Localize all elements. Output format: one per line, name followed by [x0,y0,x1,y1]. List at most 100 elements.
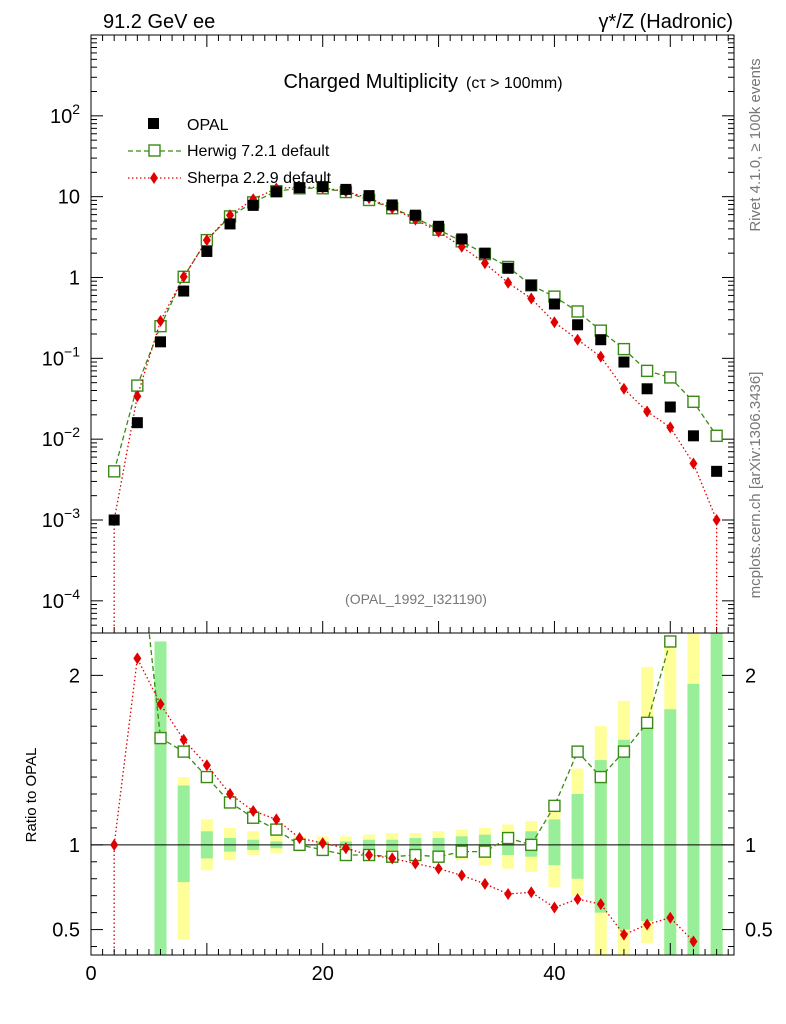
y-tick-label: 10−4 [42,586,80,613]
opal-point [317,181,329,193]
legend-sherpa-label: Sherpa 2.2.9 default [187,170,332,187]
x-tick-label: 20 [312,963,334,985]
herwig-ratio-point [154,731,167,745]
herwig-point [687,395,700,408]
sherpa-ratio-point [133,652,142,665]
sherpa-point [504,276,513,289]
green-band [548,819,561,866]
herwig-ratio-point [640,716,654,730]
herwig-point [710,429,723,443]
green-band [617,739,630,930]
sherpa-ratio-point [666,911,675,924]
mcplots-label: mcplots.cern.ch [arXiv:1306.3436] [747,372,764,599]
ratio-ticks [90,640,734,955]
y-tick-label: 10−1 [42,343,80,370]
legend-herwig-label: Herwig 7.2.1 default [187,143,330,160]
legend-opal-marker [148,118,159,129]
herwig-ratio-point [132,517,143,528]
sherpa-point [596,350,605,363]
sherpa-ratio-point [689,935,698,948]
herwig-point [664,371,677,384]
opal-point [108,514,120,526]
herwig-point [640,364,654,378]
herwig-ratio-point [594,770,607,784]
opal-point [572,319,584,331]
opal-point [687,430,699,442]
chart-title: Charged Multiplicity [283,71,458,93]
sherpa-ratio-point [226,788,235,800]
y-tick-label: 10−3 [42,505,80,532]
chart-title-suffix: (cτ > 100mm) [466,75,563,92]
sherpa-point [179,270,188,283]
legend-opal-label: OPAL [187,117,229,134]
opal-point [618,356,630,368]
opal-point [502,262,514,274]
opal-point [224,218,236,230]
opal-point [270,186,282,198]
sherpa-ratio-point [388,852,397,865]
opal-point [548,298,560,310]
ratio-y-tick-label-right: 2 [745,665,756,687]
sherpa-ratio-point [457,869,466,882]
opal-point [433,220,445,232]
herwig-point [131,379,144,392]
herwig-ratio-point [571,745,584,758]
green-band [641,717,654,922]
sherpa-ratio-point [318,837,327,850]
green-band [594,760,607,913]
herwig-ratio-point [501,831,515,845]
sherpa-ratio-point [596,898,605,911]
opal-point [641,383,653,395]
sherpa-point [202,234,211,247]
sherpa-point [550,316,559,329]
ratio-y-tick-label: 0.5 [52,920,80,942]
opal-point [201,245,213,257]
herwig-ratio-point [200,770,214,784]
herwig-ratio-point [617,745,631,758]
sherpa-ratio-point [202,759,211,772]
herwig-point [107,465,121,478]
main-y-tick-labels: 10−4 10−3 10−2 10−1 1 10 102 [42,101,80,613]
legend-sherpa-marker [150,172,158,184]
ratio-y-tick-label-right: 0.5 [745,920,773,942]
herwig-ratio-point [525,838,538,852]
opal-point [711,465,723,477]
sherpa-ratio-point [272,813,281,826]
sherpa-ratio-point [619,928,628,941]
opal-point [386,199,398,211]
analysis-watermark: (OPAL_1992_I321190) [345,591,487,607]
opal-point [595,334,607,346]
herwig-ratio-series [132,517,677,863]
opal-point [664,401,676,413]
herwig-ratio-point [270,823,283,836]
ratio-y-tick-label: 2 [69,665,80,687]
opal-point [340,183,352,195]
sherpa-ratio-point [434,862,443,875]
opal-point [247,199,259,211]
herwig-ratio-point [177,745,190,758]
legend-herwig-marker [148,144,161,157]
sherpa-ratio-point [295,832,304,845]
sherpa-point [619,382,628,395]
sherpa-point [643,405,652,418]
sherpa-ratio-point [156,698,165,711]
sherpa-ratio-point [341,842,350,855]
ratio-y-tick-labels: 0.5 0.5 1 1 2 2 [52,665,773,941]
opal-point [363,190,375,202]
sherpa-ratio-point [573,893,582,906]
herwig-ratio-point [478,845,492,858]
x-tick-label: 0 [85,963,96,985]
sherpa-ratio-series [110,652,698,955]
opal-point [525,279,537,291]
rivet-version-label: Rivet 4.1.0, ≥ 100k events [747,58,764,231]
ratio-panel: 0.5 0.5 1 1 2 2 0 20 40 Ratio to OPAL [23,517,773,985]
opal-point [479,247,491,259]
y-tick-label: 1 [69,267,80,289]
ratio-y-tick-label-right: 1 [745,835,756,857]
process-label: γ*/Z (Hadronic) [599,11,733,33]
opal-point [131,417,143,429]
herwig-ratio-point [664,635,677,648]
sherpa-ratio-point [110,838,119,851]
green-band [571,794,584,879]
uncertainty-bands [154,633,723,955]
